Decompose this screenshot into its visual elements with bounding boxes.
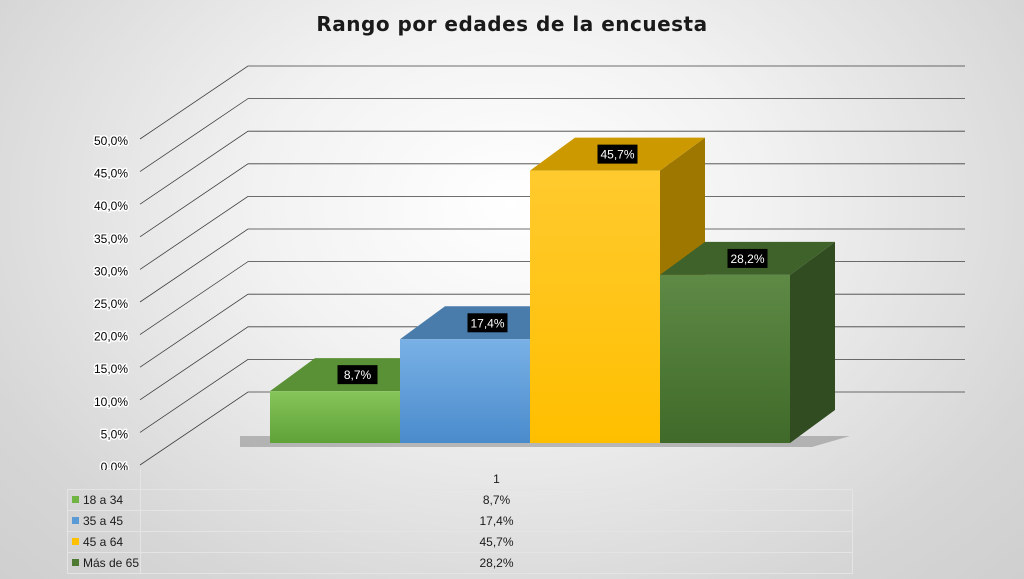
legend-label: Más de 65	[83, 556, 140, 570]
legend-entry: 18 a 34	[67, 489, 141, 511]
data-label-box	[597, 144, 638, 164]
legend-entry: Más de 65	[67, 552, 141, 574]
legend-entry: 35 a 45	[67, 510, 141, 532]
table-cell-value: 17,4%	[140, 510, 853, 532]
data-label-box	[467, 313, 508, 333]
legend-label: 35 a 45	[83, 514, 124, 528]
legend-swatch	[72, 517, 79, 525]
category-header: 1	[140, 468, 853, 490]
plot-area: 8,7% 17,4% 45,7% 28,2% 0,0% 5,0% 10,0% 15,0% 20…	[92, 65, 965, 471]
data-label: 8,7%	[344, 368, 372, 382]
data-table-header-row: 1	[67, 468, 853, 490]
y-tick-label: 15,0%	[94, 362, 128, 376]
y-tick-label: 50,0%	[94, 134, 128, 148]
legend-swatch	[72, 538, 79, 546]
bar	[530, 170, 660, 444]
legend-label: 45 a 64	[83, 535, 124, 549]
table-row: Más de 65 28,2%	[67, 552, 853, 574]
y-axis-ticks: 0,0% 5,0% 10,0% 15,0% 20,0% 25,0% 30,0% 35,0% 40…	[92, 133, 129, 471]
table-cell-value: 45,7%	[140, 531, 853, 553]
bar	[660, 274, 790, 443]
bar	[270, 391, 400, 443]
gridline	[139, 163, 965, 238]
y-tick-label: 25,0%	[94, 297, 128, 311]
table-row: 18 a 34 8,7%	[67, 489, 853, 511]
y-tick-label: 10,0%	[94, 395, 128, 409]
legend-label: 18 a 34	[83, 493, 124, 507]
data-label: 45,7%	[600, 148, 634, 162]
legend-swatch	[72, 496, 79, 504]
bars	[270, 137, 835, 444]
y-tick-label: 35,0%	[94, 232, 128, 246]
bar	[400, 339, 530, 443]
data-labels: 8,7% 17,4% 45,7% 28,2%	[337, 144, 768, 385]
data-table: 1 18 a 34 8,7% 35 a 45 17,4% 45 a 64 45,…	[67, 468, 853, 574]
y-tick-label: 30,0%	[94, 264, 128, 278]
gridline	[139, 65, 965, 140]
data-label-box	[727, 248, 768, 268]
gridline	[139, 98, 965, 172]
table-cell-value: 28,2%	[140, 552, 853, 574]
y-tick-label: 45,0%	[94, 167, 128, 181]
y-tick-label: 0,0%	[101, 460, 129, 470]
y-tick-label: 40,0%	[94, 199, 128, 213]
y-tick-label: 20,0%	[94, 330, 128, 344]
gridlines	[139, 65, 965, 466]
table-row: 35 a 45 17,4%	[67, 510, 853, 532]
data-label-box	[337, 365, 378, 385]
gridline	[139, 130, 965, 205]
table-row: 45 a 64 45,7%	[67, 531, 853, 553]
data-label: 28,2%	[730, 252, 764, 266]
legend-swatch	[72, 559, 79, 567]
gridline	[139, 228, 965, 303]
data-label: 17,4%	[470, 316, 504, 330]
gridline	[139, 195, 965, 270]
table-cell-value: 8,7%	[140, 489, 853, 511]
data-table-corner	[67, 468, 141, 490]
y-tick-label: 5,0%	[101, 427, 129, 441]
chart-title: Rango por edades de la encuesta	[316, 12, 708, 36]
legend-entry: 45 a 64	[67, 531, 141, 553]
bar-side	[790, 241, 835, 443]
